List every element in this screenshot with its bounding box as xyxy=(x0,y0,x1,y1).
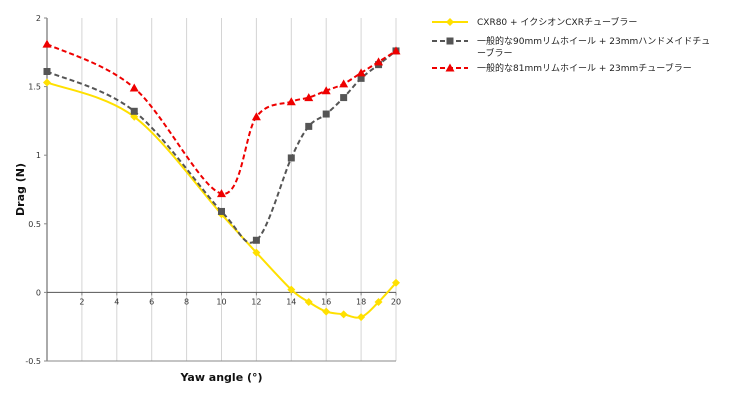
x-tick-label: 14 xyxy=(286,297,296,306)
y-tick-label: 2 xyxy=(36,14,41,23)
legend-swatch-marker xyxy=(445,63,455,72)
legend-label: 一般的な81mmリムホイール + 23mmチューブラー xyxy=(477,62,692,74)
tick-labels: 2 4 6 8 10 12 14 16 18 20 2 1.5 1 0.5 0 -0.5 xyxy=(25,14,401,366)
x-tick-label: 16 xyxy=(321,297,331,306)
series-3-point xyxy=(391,46,401,55)
axes xyxy=(44,17,397,362)
series-2-point xyxy=(43,68,51,76)
series-1-point xyxy=(252,248,261,257)
series-1 xyxy=(43,78,400,322)
x-tick-label: 18 xyxy=(356,297,366,306)
series-2-point xyxy=(322,110,330,118)
x-tick-label: 4 xyxy=(114,297,119,306)
x-tick-label: 8 xyxy=(184,297,189,306)
series-3-point xyxy=(217,189,226,198)
legend-label-line: ーブラー xyxy=(477,47,512,59)
legend-label: CXR80 + イクシオンCXRチューブラー xyxy=(477,16,637,28)
legend-swatch-marker xyxy=(446,18,454,26)
series-group xyxy=(42,39,401,322)
series-2-point xyxy=(252,236,260,244)
x-tick-label: 2 xyxy=(79,297,84,306)
series-3 xyxy=(42,39,401,198)
series-1-line xyxy=(46,81,397,319)
series-1-point xyxy=(374,298,383,307)
y-axis-title: Drag (N) xyxy=(14,163,27,216)
y-tick-label: 1.5 xyxy=(28,83,41,92)
series-2-point xyxy=(287,154,295,162)
series-2-point xyxy=(130,107,138,115)
x-tick-label: 20 xyxy=(391,297,401,306)
series-3-point xyxy=(129,83,139,92)
series-3-point xyxy=(304,93,314,102)
y-tick-label: 0.5 xyxy=(28,220,41,229)
series-2-point xyxy=(340,94,348,102)
series-1-point xyxy=(287,285,296,294)
x-tick-label: 10 xyxy=(216,297,226,306)
series-1-point xyxy=(304,298,313,307)
series-3-point xyxy=(321,86,331,95)
series-1-point xyxy=(357,313,366,322)
series-2-point xyxy=(218,207,225,215)
series-2-point xyxy=(305,122,313,130)
series-3-point xyxy=(286,97,296,106)
y-tick-label: 1 xyxy=(36,151,41,160)
x-tick-label: 6 xyxy=(149,297,154,306)
series-2-line xyxy=(46,50,397,244)
series-1-point xyxy=(43,78,51,87)
legend-label-line: 一般的な90mmリムホイール + 23mmハンドメイドチュ xyxy=(477,35,710,47)
y-tick-label: 0 xyxy=(36,288,41,297)
series-1-point xyxy=(339,310,348,319)
series-3-point xyxy=(42,39,52,48)
legend-swatch-marker xyxy=(446,37,454,45)
y-tick-label: -0.5 xyxy=(25,357,41,366)
series-2-point xyxy=(357,74,365,82)
series-3-point xyxy=(339,79,349,88)
series-1-point xyxy=(322,307,331,316)
x-tick-label: 12 xyxy=(251,297,261,306)
series-1-point xyxy=(392,278,400,287)
series-3-point xyxy=(374,57,384,66)
grid-lines xyxy=(81,18,397,361)
legend-label: 一般的な90mmリムホイール + 23mmハンドメイドチューブラー xyxy=(477,35,710,59)
series-3-point xyxy=(356,68,366,77)
series-3-point xyxy=(251,112,261,121)
x-axis-title: Yaw angle (°) xyxy=(179,371,262,384)
